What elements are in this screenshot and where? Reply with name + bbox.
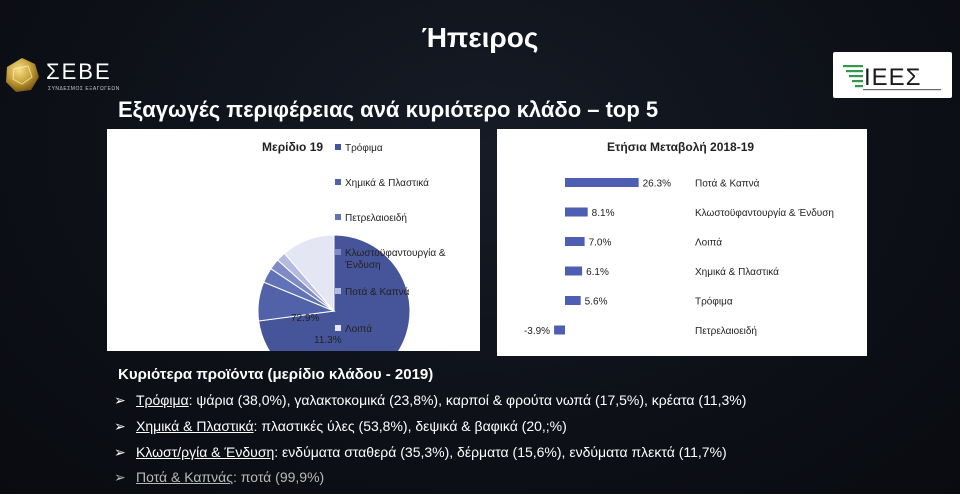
bar-category-label: Λοιπά (695, 237, 722, 249)
bar (565, 207, 588, 217)
bullet-arrow-icon: ➢ (114, 469, 126, 485)
pie-slice (283, 234, 335, 313)
product-item-beverages: ➢ Ποτά & Καπνάς: ποτά (99,9%) (114, 469, 324, 486)
legend-swatch (335, 325, 341, 331)
bar-data-label: 26.3% (643, 179, 671, 190)
pie-legend-item: Χημικά & Πλαστικά (335, 178, 429, 190)
legend-label: Λοιπά (345, 324, 373, 335)
bar-category-label: Τρόφιμα (695, 296, 733, 308)
product-details: : ποτά (99,9%) (233, 469, 325, 485)
legend-label: Ποτά & Καπνά (345, 287, 410, 298)
bar-category-label: Κλωστοϋφαντουργία & Ένδυση (695, 207, 834, 219)
bar-data-label: 7.0% (589, 238, 612, 249)
slide-subtitle: Εξαγωγές περιφέρειας ανά κυριότερο κλάδο… (118, 97, 659, 122)
pie-data-label: 2.0% (283, 350, 306, 351)
pie-legend-item: Τρόφιμα (335, 143, 383, 155)
bar-data-label: 8.1% (592, 208, 615, 219)
bar (565, 178, 639, 187)
bar-category-label: Ποτά & Καπνά (695, 178, 760, 190)
pie-data-label: 11.3% (314, 335, 342, 346)
pie-legend-item: Ένδυση (335, 260, 381, 272)
bullet-arrow-icon: ➢ (114, 418, 126, 434)
bar-data-label: -3.9% (524, 326, 550, 337)
legend-swatch (335, 214, 341, 220)
product-category: Τρόφιμα (136, 392, 189, 408)
seve-logo-text: ΣΕΒΕ (46, 59, 112, 84)
pie-chart-panel: Μερίδιο 19 72.9%8.3%3.2%2.3%2.0%11.3% Τρ… (107, 129, 480, 351)
product-details: : ψάρια (38,0%), γαλακτοκομικά (23,8%), … (188, 392, 747, 408)
legend-label: Τρόφιμα (345, 143, 383, 154)
product-details: : πλαστικές ύλες (53,8%), δεψικά & βαφικ… (253, 418, 567, 434)
pie-legend-item: Κλωστοϋφαντουργία & (335, 248, 446, 260)
pie-data-label: 72.9% (291, 313, 319, 324)
legend-swatch (335, 288, 341, 294)
slide-title: Ήπειρος (421, 22, 539, 53)
pie-chart-title: Μερίδιο 19 (262, 140, 324, 154)
bar-category-label: Χημικά & Πλαστικά (695, 266, 779, 278)
product-category: Χημικά & Πλαστικά (136, 418, 254, 434)
legend-swatch (335, 179, 341, 185)
products-title: Κυριότερα προϊόντα (μερίδιο κλάδου - 201… (118, 366, 434, 383)
bar (565, 296, 581, 305)
bar (565, 266, 583, 276)
product-item-food: ➢ Τρόφιμα: ψάρια (38,0%), γαλακτοκομικά (… (114, 392, 746, 409)
legend-swatch (335, 261, 341, 267)
iees-logo-icon: ΙΕΕΣ (843, 64, 941, 91)
bullet-arrow-icon: ➢ (114, 444, 126, 460)
product-details: : ενδύματα σταθερά (35,3%), δέρματα (15,… (274, 444, 727, 460)
bar (565, 237, 585, 246)
bar (554, 325, 565, 335)
legend-label: Ένδυση (345, 260, 381, 271)
legend-swatch (335, 144, 341, 150)
product-item-chemicals: ➢ Χημικά & Πλαστικά: πλαστικές ύλες (53,8… (114, 418, 567, 435)
seve-logo-icon (6, 58, 39, 92)
pie-legend-item: Πετρελαιοειδή (335, 213, 407, 225)
seve-logo-subtext: ΣΥΝΔΕΣΜΟΣ ΕΞΑΓΩΓΕΩΝ (48, 86, 120, 92)
pie-legend-item: Λοιπά (335, 324, 372, 336)
pie-chart: 72.9%8.3%3.2%2.3%2.0%11.3% (257, 234, 411, 351)
pie-legend-item: Ποτά & Καπνά (335, 287, 409, 299)
bar-data-label: 6.1% (586, 267, 609, 278)
bar-data-label: 5.6% (585, 297, 608, 308)
product-category: Ποτά & Καπνάς (136, 469, 234, 485)
seve-logo: ΣΕΒΕ ΣΥΝΔΕΣΜΟΣ ΕΞΑΓΩΓΕΩΝ (4, 55, 124, 99)
svg-text:ΙΕΕΣ: ΙΕΕΣ (864, 64, 922, 91)
bar-category-label: Πετρελαιοειδή (695, 325, 757, 337)
legend-swatch (335, 249, 341, 255)
bar-chart-panel: Ετήσια Μεταβολή 2018-19 26.3% Ποτά & Καπν… (497, 129, 867, 356)
iees-logo: ΙΕΕΣ (833, 52, 952, 98)
bar-chart-title: Ετήσια Μεταβολή 2018-19 (607, 140, 755, 154)
bar-chart: 26.3% Ποτά & Καπνά 8.1% Κλωστοϋφαντουργία &… (524, 178, 834, 338)
product-item-textiles: ➢ Κλωστ/ργία & Ένδυση: ενδύματα σταθερά (… (114, 444, 727, 461)
product-category: Κλωστ/ργία & Ένδυση (136, 444, 275, 460)
legend-label: Πετρελαιοειδή (345, 213, 407, 224)
legend-label: Κλωστοϋφαντουργία & (345, 248, 446, 259)
legend-label: Χημικά & Πλαστικά (345, 178, 429, 189)
bullet-arrow-icon: ➢ (114, 392, 126, 408)
